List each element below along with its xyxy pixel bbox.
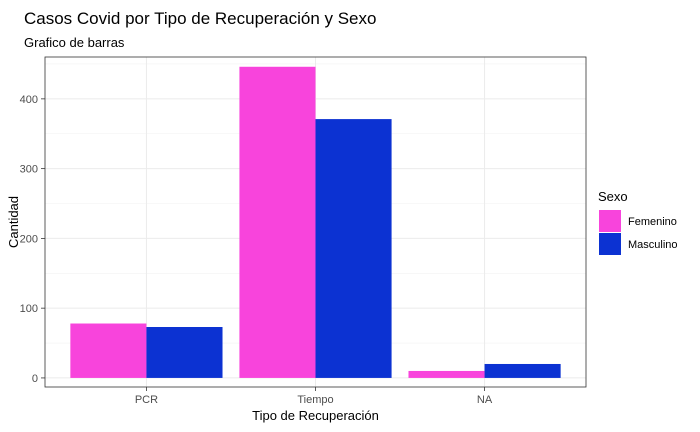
legend-key-femenino [599,210,621,232]
chart-subtitle: Grafico de barras [24,35,125,50]
y-tick-label: 0 [32,373,38,385]
bar-femenino-na [408,370,485,378]
y-axis-title: Cantidad [6,196,21,248]
bar-masculino-tiempo [315,119,392,378]
bars [70,66,561,378]
x-axis-title: Tipo de Recuperación [252,408,379,423]
legend-label-femenino: Femenino [628,216,677,228]
bar-masculino-pcr [146,327,223,378]
x-tick-label: Tiempo [297,394,333,406]
bar-femenino-tiempo [239,66,316,378]
bar-femenino-pcr [70,323,147,378]
x-axis: PCR Tiempo NA [135,387,493,406]
legend-title: Sexo [598,189,628,204]
x-tick-label: NA [477,394,493,406]
y-tick-label: 300 [20,164,38,176]
y-tick-label: 400 [20,94,38,106]
legend: Sexo Femenino Masculino [598,189,678,255]
chart-title: Casos Covid por Tipo de Recuperación y S… [24,9,376,28]
legend-key-masculino [599,233,621,255]
y-tick-label: 200 [20,233,38,245]
bar-masculino-na [484,363,561,378]
legend-label-masculino: Masculino [628,239,678,251]
x-tick-label: PCR [135,394,158,406]
y-tick-label: 100 [20,303,38,315]
y-axis: 0 100 200 300 400 [20,94,45,385]
